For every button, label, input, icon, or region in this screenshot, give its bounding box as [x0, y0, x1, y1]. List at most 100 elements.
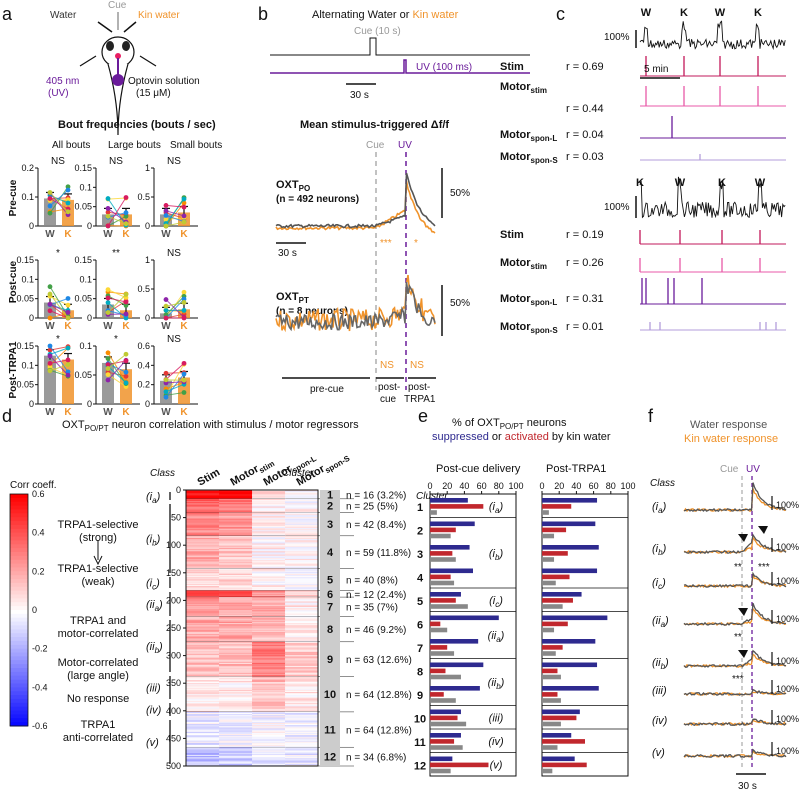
- heatmap-cell: [186, 531, 220, 533]
- heatmap-cell: [219, 549, 253, 551]
- heatmap-cell: [186, 536, 220, 539]
- heatmap-cell: [186, 668, 220, 670]
- heatmap-cell: [186, 661, 220, 664]
- class-tag: (v): [146, 737, 159, 749]
- heatmap-cell: [252, 563, 286, 565]
- heatmap-cell: [219, 763, 253, 766]
- heatmap-cell: [285, 524, 319, 527]
- heatmap-cell: [285, 556, 319, 559]
- heatmap-cell: [285, 746, 319, 748]
- colorbar-step: [10, 610, 28, 615]
- heatmap-cell: [186, 563, 220, 565]
- heatmap-cell: [285, 763, 319, 766]
- fish-dot: [47, 315, 53, 321]
- heatmap-cell: [186, 733, 220, 736]
- heatmap-cell: [186, 740, 220, 743]
- colorbar-tick: -0.2: [32, 644, 48, 654]
- heatmap-cell: [285, 514, 319, 517]
- heatmap-cell: [285, 592, 319, 595]
- colorbar-step: [10, 513, 28, 518]
- regressor-label-top: Motorspon-L: [500, 129, 557, 143]
- fish-dot: [65, 302, 71, 308]
- heatmap-cell: [219, 564, 253, 566]
- regressor-name: Motor: [500, 257, 531, 269]
- heatmap-cell: [252, 672, 286, 675]
- heatmap-cell: [186, 683, 220, 685]
- y-tick-label: 0.05: [74, 370, 92, 380]
- heatmap-cell: [186, 751, 220, 754]
- heatmap-cell: [252, 495, 286, 497]
- fish-line: [107, 352, 127, 383]
- fish-line: [165, 212, 185, 219]
- fish-line: [49, 359, 69, 364]
- heatmap-cell: [186, 698, 220, 701]
- epoch-pre: pre-cue: [310, 384, 344, 395]
- f-trace-kin: [683, 749, 787, 759]
- heatmap-cell: [186, 586, 220, 588]
- heatmap-cell: [252, 614, 286, 617]
- heatmap-cell: [219, 751, 253, 754]
- heatmap-cell: [186, 541, 220, 543]
- heatmap-cell: [186, 553, 220, 555]
- heatmap-cell: [186, 737, 220, 739]
- calcium-trace-bottom: [639, 176, 786, 219]
- heatmap-cell: [285, 621, 319, 624]
- fish-dot: [105, 287, 111, 293]
- heatmap-cell: [219, 726, 253, 728]
- heatmap-cell: [186, 630, 220, 633]
- event-label-top: K: [754, 7, 762, 19]
- fish-dot: [65, 197, 71, 203]
- colorbar-step: [10, 579, 28, 584]
- heatmap-cell: [285, 538, 319, 540]
- heatmap-cell: [186, 652, 220, 655]
- heatmap-cell: [186, 696, 220, 698]
- colorbar-step: [10, 544, 28, 549]
- sig-label: NS: [167, 334, 181, 345]
- heatmap-cell: [252, 620, 286, 623]
- heatmap-cell: [285, 718, 319, 720]
- regressor-sub: spon-S: [531, 156, 559, 165]
- fish-dot: [123, 210, 129, 216]
- heatmap-cell: [252, 629, 286, 632]
- cluster-id: 2: [327, 501, 333, 513]
- y-tick-label: 0.1: [21, 274, 34, 284]
- heatmap-cell: [186, 614, 220, 617]
- heatmap-cell: [186, 746, 220, 748]
- heatmap-cell: [252, 738, 286, 740]
- heatmap-cell: [285, 752, 319, 755]
- heatmap-cell: [219, 709, 253, 712]
- class-sub: b: [495, 553, 500, 562]
- heatmap-cell: [186, 612, 220, 614]
- regressor-sub: stim: [531, 262, 547, 271]
- heatmap-cell: [252, 521, 286, 523]
- panel-letter-b: b: [258, 4, 268, 24]
- fish-dot: [47, 203, 53, 209]
- heatmap-cell: [186, 763, 220, 766]
- class-close: ): [157, 599, 163, 611]
- heatmap-cell: [186, 749, 220, 751]
- colorbar-tick: 0.2: [32, 566, 45, 576]
- fish-line: [107, 215, 127, 227]
- heatmap-cell: [285, 743, 319, 746]
- colorbar-step: [10, 702, 28, 708]
- heatmap-cell: [285, 534, 319, 537]
- fish-line: [107, 365, 127, 384]
- class-tag: (ic): [146, 578, 160, 592]
- heatmap-cell: [252, 631, 286, 634]
- fish-dot: [47, 284, 53, 290]
- e-xtick-label: 80: [606, 481, 616, 491]
- y-tick-label: 0.6: [137, 341, 150, 351]
- heatmap-cell: [252, 518, 286, 520]
- heatmap-cell: [219, 497, 253, 500]
- heatmap-cell: [219, 556, 253, 559]
- colorbar-step: [10, 509, 28, 514]
- heatmap-cell: [219, 635, 253, 637]
- heatmap-cell: [219, 704, 253, 706]
- heatmap-cell: [252, 728, 286, 730]
- e-xtick-label: 40: [571, 481, 581, 491]
- heatmap-cell: [285, 586, 319, 588]
- class-sub: a: [658, 506, 663, 515]
- heatmap-cell: [285, 714, 319, 716]
- heatmap-cell: [219, 554, 253, 556]
